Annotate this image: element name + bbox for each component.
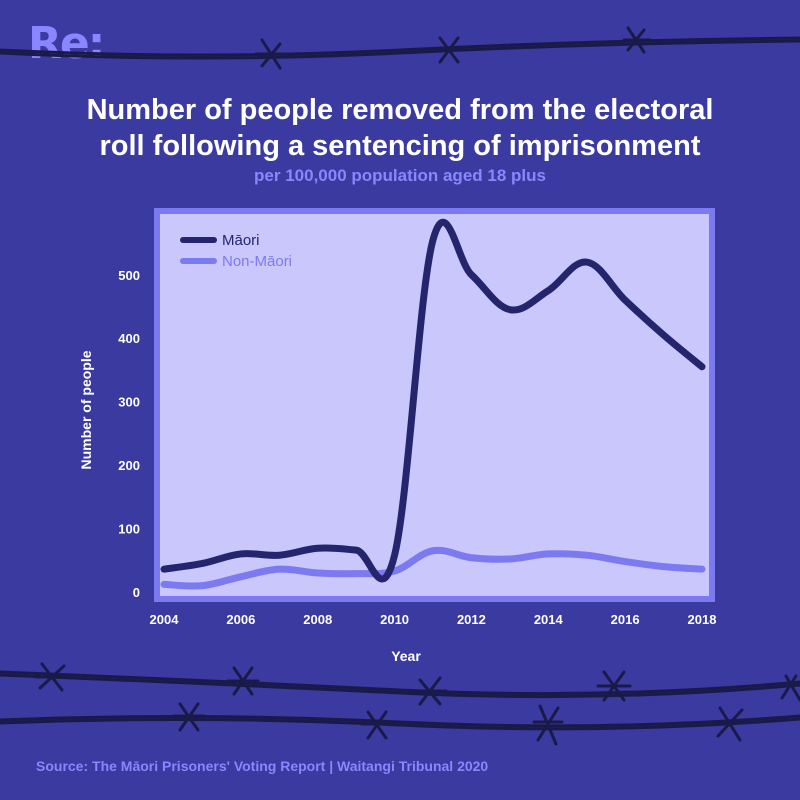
y-axis-title: Number of people (78, 350, 94, 469)
series-layer (160, 218, 706, 590)
x-tick-label: 2010 (380, 612, 409, 627)
x-tick-label: 2016 (611, 612, 640, 627)
legend: Māori Non-Māori (180, 232, 292, 270)
y-axis-ticks: 0 100 200 300 400 500 (118, 268, 140, 600)
x-axis-title: Year (391, 648, 421, 664)
y-tick-label: 0 (133, 585, 140, 600)
title-line-1: Number of people removed from the electo… (86, 94, 714, 126)
x-tick-label: 2004 (150, 612, 180, 627)
x-tick-label: 2006 (226, 612, 255, 627)
x-tick-label: 2014 (534, 612, 564, 627)
x-axis-ticks: 2004 2006 2008 2010 2012 2014 2016 2018 (150, 612, 717, 627)
y-tick-label: 200 (118, 458, 140, 473)
chart-subtitle: per 100,000 population aged 18 plus (254, 166, 546, 185)
series-line-m-ori (160, 218, 706, 583)
x-tick-label: 2012 (457, 612, 486, 627)
title-line-2: roll following a sentencing of imprisonm… (99, 130, 701, 162)
plot-area (160, 214, 709, 596)
legend-label: Non-Māori (222, 253, 292, 270)
y-tick-label: 300 (118, 395, 140, 410)
chart-title: Number of people removed from the electo… (40, 92, 760, 164)
y-tick-label: 100 (118, 522, 140, 537)
y-tick-label: 400 (118, 331, 140, 346)
re-logo: Re: (28, 18, 105, 69)
source-note: Source: The Māori Prisoners' Voting Repo… (36, 758, 489, 774)
y-tick-label: 500 (118, 268, 140, 283)
x-tick-label: 2018 (688, 612, 717, 627)
x-tick-label: 2008 (303, 612, 332, 627)
legend-label: Māori (222, 232, 260, 249)
